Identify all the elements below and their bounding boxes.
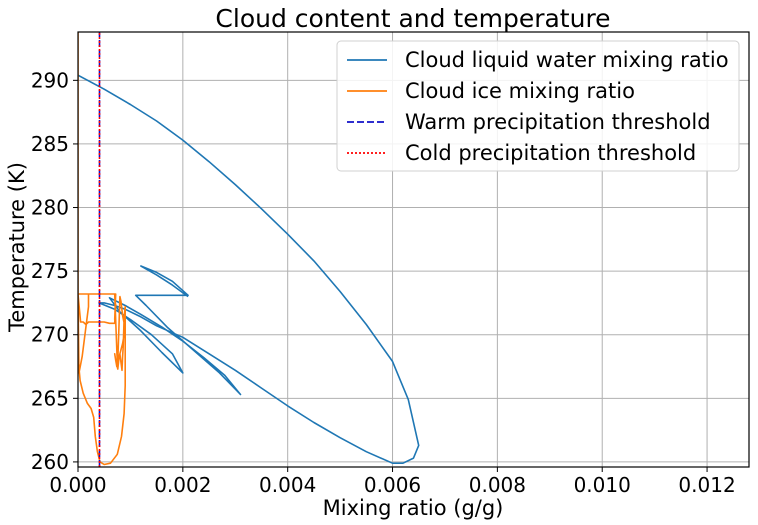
y-tick-label: 285 (31, 132, 69, 156)
y-tick-label: 260 (31, 450, 69, 474)
y-tick-label: 280 (31, 196, 69, 220)
legend-box (336, 40, 740, 172)
y-tick-label: 270 (31, 323, 69, 347)
legend-label: Cloud liquid water mixing ratio (405, 48, 729, 72)
legend-label: Cold precipitation threshold (405, 141, 696, 165)
y-tick-label: 290 (31, 68, 69, 92)
x-axis-ticks: 0.000 0.002 0.004 0.006 0.008 0.010 0.012 (49, 467, 736, 497)
y-axis-ticks: 260 265 270 275 280 285 290 (31, 68, 78, 474)
y-tick-label: 275 (31, 259, 69, 283)
x-tick-label: 0.008 (469, 473, 526, 497)
y-axis-label: Temperature (K) (5, 162, 29, 333)
series-line-2 (78, 32, 126, 466)
x-tick-label: 0.004 (259, 473, 316, 497)
x-tick-label: 0.012 (678, 473, 735, 497)
plot-area (78, 32, 420, 467)
series-line-1 (78, 74, 420, 465)
x-tick-label: 0.000 (49, 473, 106, 497)
legend-label: Warm precipitation threshold (405, 110, 711, 134)
legend: Cloud liquid water mixing ratio Cloud ice… (336, 40, 740, 172)
x-tick-label: 0.010 (574, 473, 631, 497)
x-tick-label: 0.006 (364, 473, 421, 497)
legend-label: Cloud ice mixing ratio (405, 79, 635, 103)
x-tick-label: 0.002 (154, 473, 211, 497)
axes-frame (77, 31, 750, 468)
y-tick-label: 265 (31, 386, 69, 410)
x-axis-label: Mixing ratio (g/g) (323, 496, 504, 520)
chart-title: Cloud content and temperature (215, 4, 610, 33)
